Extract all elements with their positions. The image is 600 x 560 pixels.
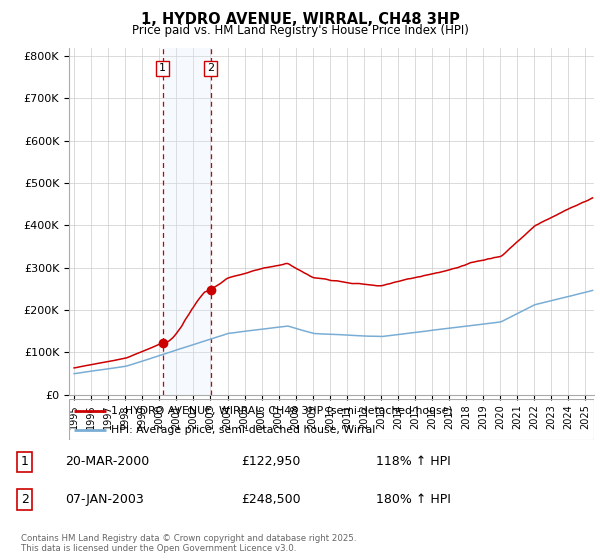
Text: £122,950: £122,950 [241,455,301,468]
Text: 20-MAR-2000: 20-MAR-2000 [65,455,149,468]
Text: 1, HYDRO AVENUE, WIRRAL, CH48 3HP (semi-detached house): 1, HYDRO AVENUE, WIRRAL, CH48 3HP (semi-… [111,405,452,416]
Text: HPI: Average price, semi-detached house, Wirral: HPI: Average price, semi-detached house,… [111,424,375,435]
Bar [163,48,211,395]
Text: 180% ↑ HPI: 180% ↑ HPI [376,493,451,506]
Text: 07-JAN-2003: 07-JAN-2003 [65,493,143,506]
Text: 1, HYDRO AVENUE, WIRRAL, CH48 3HP: 1, HYDRO AVENUE, WIRRAL, CH48 3HP [140,12,460,27]
Text: 1: 1 [159,63,166,73]
Text: Contains HM Land Registry data © Crown copyright and database right 2025.
This d: Contains HM Land Registry data © Crown c… [21,534,356,553]
Text: 2: 2 [207,63,214,73]
Text: 1: 1 [21,455,29,468]
Text: Price paid vs. HM Land Registry's House Price Index (HPI): Price paid vs. HM Land Registry's House … [131,24,469,37]
Text: 2: 2 [21,493,29,506]
Text: 118% ↑ HPI: 118% ↑ HPI [376,455,451,468]
Text: £248,500: £248,500 [241,493,301,506]
